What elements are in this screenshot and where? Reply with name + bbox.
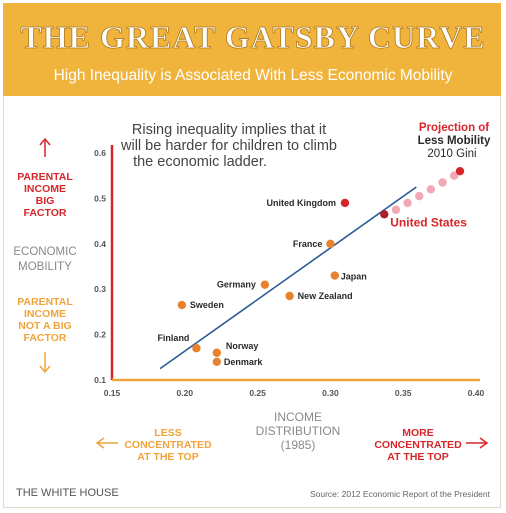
data-point-denmark [212, 357, 222, 367]
x-tick-label: 0.35 [395, 388, 412, 398]
projection-2010-point [455, 166, 465, 176]
y-tick-label: 0.2 [94, 330, 106, 340]
projection-point [438, 178, 447, 187]
data-point-norway [212, 348, 222, 357]
y-bottom-label-line-4: FACTOR [24, 332, 67, 344]
header-banner [3, 3, 501, 96]
trend-line [159, 186, 417, 370]
up-arrow-icon [39, 137, 51, 146]
projection-point [415, 191, 424, 201]
point-label-united-states: United States [390, 215, 467, 229]
footer-brand: THE WHITE HOUSE [16, 487, 119, 499]
point-label-norway: Norway [226, 341, 259, 351]
data-point-united-states [380, 210, 389, 219]
annotation-line-2: will be harder for children to climb [120, 138, 337, 154]
data-point-sweden [177, 300, 187, 310]
y-bottom-label-line-3: NOT A BIG [18, 320, 71, 332]
point-label-sweden: Sweden [190, 300, 224, 310]
y-tick-label: 0.4 [94, 239, 106, 249]
trend-line-group [159, 186, 417, 370]
annotation-line-3: the economic ladder. [133, 154, 267, 170]
point-label-denmark: Denmark [224, 357, 264, 367]
y-top-label-line-3: BIG [36, 195, 55, 207]
data-point-new-zealand [285, 291, 294, 301]
x-tick-label: 0.25 [249, 388, 266, 398]
y-tick-label: 0.6 [94, 148, 106, 158]
x-tick-label: 0.40 [468, 388, 485, 398]
chart-subtitle: High Inequality is Associated With Less … [54, 67, 453, 84]
x-right-label-line-2: CONCENTRATED [374, 439, 462, 451]
y-top-label-line-4: FACTOR [24, 207, 67, 219]
axes: 0.1 0.2 0.3 0.4 0.5 0.6 0.15 0.20 0.25 0.30 0.35 0.… [94, 145, 485, 398]
x-tick-label: 0.20 [177, 388, 194, 398]
projection-label-line-3: 2010 Gini [427, 148, 476, 160]
x-left-label-line-1: LESS [154, 427, 181, 439]
point-label-united-kingdom: United Kingdom [266, 198, 336, 208]
x-axis-label-line-2: DISTRIBUTION [256, 424, 341, 438]
x-left-label-line-2: CONCENTRATED [124, 439, 212, 451]
y-top-label-line-2: INCOME [24, 183, 66, 195]
data-labels: United Kingdom France Japan Germany New Zeal… [157, 198, 467, 367]
projection-point [391, 205, 401, 214]
left-arrow-icon [95, 437, 105, 449]
data-point-united-kingdom [340, 198, 350, 208]
x-tick-label: 0.15 [104, 388, 121, 398]
y-tick-label: 0.3 [94, 284, 106, 294]
projection-point [426, 185, 436, 194]
data-point-japan [330, 271, 339, 280]
point-label-finland: Finland [157, 333, 189, 343]
annotation-line-1: Rising inequality implies that it [132, 122, 326, 138]
y-top-label-line-1: PARENTAL [17, 171, 73, 183]
y-tick-label: 0.1 [94, 375, 106, 385]
y-bottom-label-line-1: PARENTAL [17, 296, 73, 308]
chart-title: THE GREAT GATSBY CURVE [20, 19, 485, 55]
x-tick-label: 0.30 [322, 388, 339, 398]
point-label-germany: Germany [217, 280, 256, 290]
projection-point [449, 171, 459, 180]
projection-label-line-1: Projection of [419, 122, 489, 134]
footer-source: Source: 2012 Economic Report of the Pres… [310, 489, 491, 499]
data-point-germany [260, 280, 270, 289]
x-axis-label-line-3: (1985) [281, 438, 316, 452]
point-label-japan: Japan [341, 272, 367, 282]
point-label-france: France [293, 239, 323, 249]
x-left-label-line-3: AT THE TOP [137, 451, 198, 463]
x-right-label-line-3: AT THE TOP [387, 451, 448, 463]
y-axis-annotation: PARENTAL INCOME BIG FACTOR ECONOMIC MOBI… [13, 137, 77, 374]
data-points [177, 166, 465, 367]
x-axis-label-line-1: INCOME [274, 410, 322, 424]
y-axis-label-line-1: ECONOMIC [13, 246, 76, 258]
y-axis-label-line-2: MOBILITY [18, 261, 72, 273]
projection-label-line-2: Less Mobility [418, 135, 491, 147]
y-tick-label: 0.5 [94, 193, 106, 203]
data-point-france [326, 239, 335, 248]
x-axis-annotation: INCOME DISTRIBUTION (1985) LESS CONCENTR… [95, 410, 489, 463]
y-bottom-label-line-2: INCOME [24, 308, 66, 320]
point-label-new-zealand: New Zealand [298, 291, 353, 301]
projection-point [403, 198, 412, 208]
data-point-finland [192, 344, 201, 353]
x-right-label-line-1: MORE [402, 427, 434, 439]
down-arrow-icon [39, 365, 51, 374]
right-arrow-icon [479, 437, 489, 449]
